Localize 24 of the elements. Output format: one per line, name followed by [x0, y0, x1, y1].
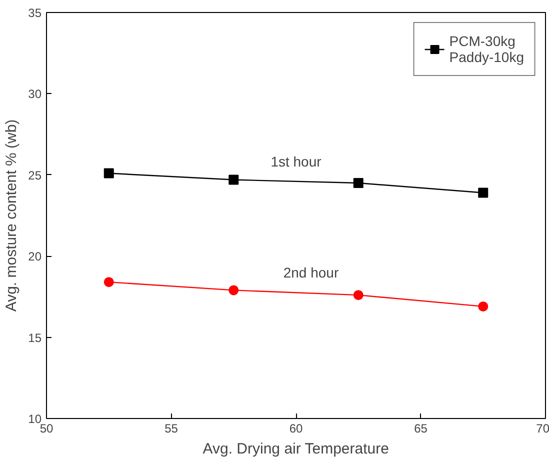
point [478, 188, 488, 198]
y-tick-label: 20 [28, 250, 42, 264]
point [104, 277, 114, 288]
y-tick-label: 15 [28, 330, 42, 345]
annotation: 2nd hour [283, 264, 339, 281]
annotation: 1st hour [270, 153, 322, 170]
y-tick-label: 25 [28, 168, 42, 182]
x-axis-title: Avg. Drying air Temperature [202, 440, 389, 458]
point [353, 178, 364, 188]
x-tick-label: 60 [289, 422, 303, 436]
point [104, 168, 114, 178]
point [228, 285, 239, 296]
y-axis-title: Avg. mosture content % (wb) [3, 119, 20, 312]
y-tick-label: 35 [28, 6, 42, 20]
x-tick-label: 55 [164, 422, 178, 436]
y-tick-label: 10 [28, 412, 42, 426]
x-tick-label: 70 [536, 422, 549, 436]
x-tick-label: 65 [414, 422, 428, 436]
legend-label: PCM-30kg Paddy-10kg [449, 33, 524, 65]
x-tick-label: 50 [40, 422, 54, 436]
point [353, 290, 364, 300]
point [478, 301, 488, 312]
point [228, 174, 239, 185]
y-tick-label: 30 [28, 87, 42, 102]
